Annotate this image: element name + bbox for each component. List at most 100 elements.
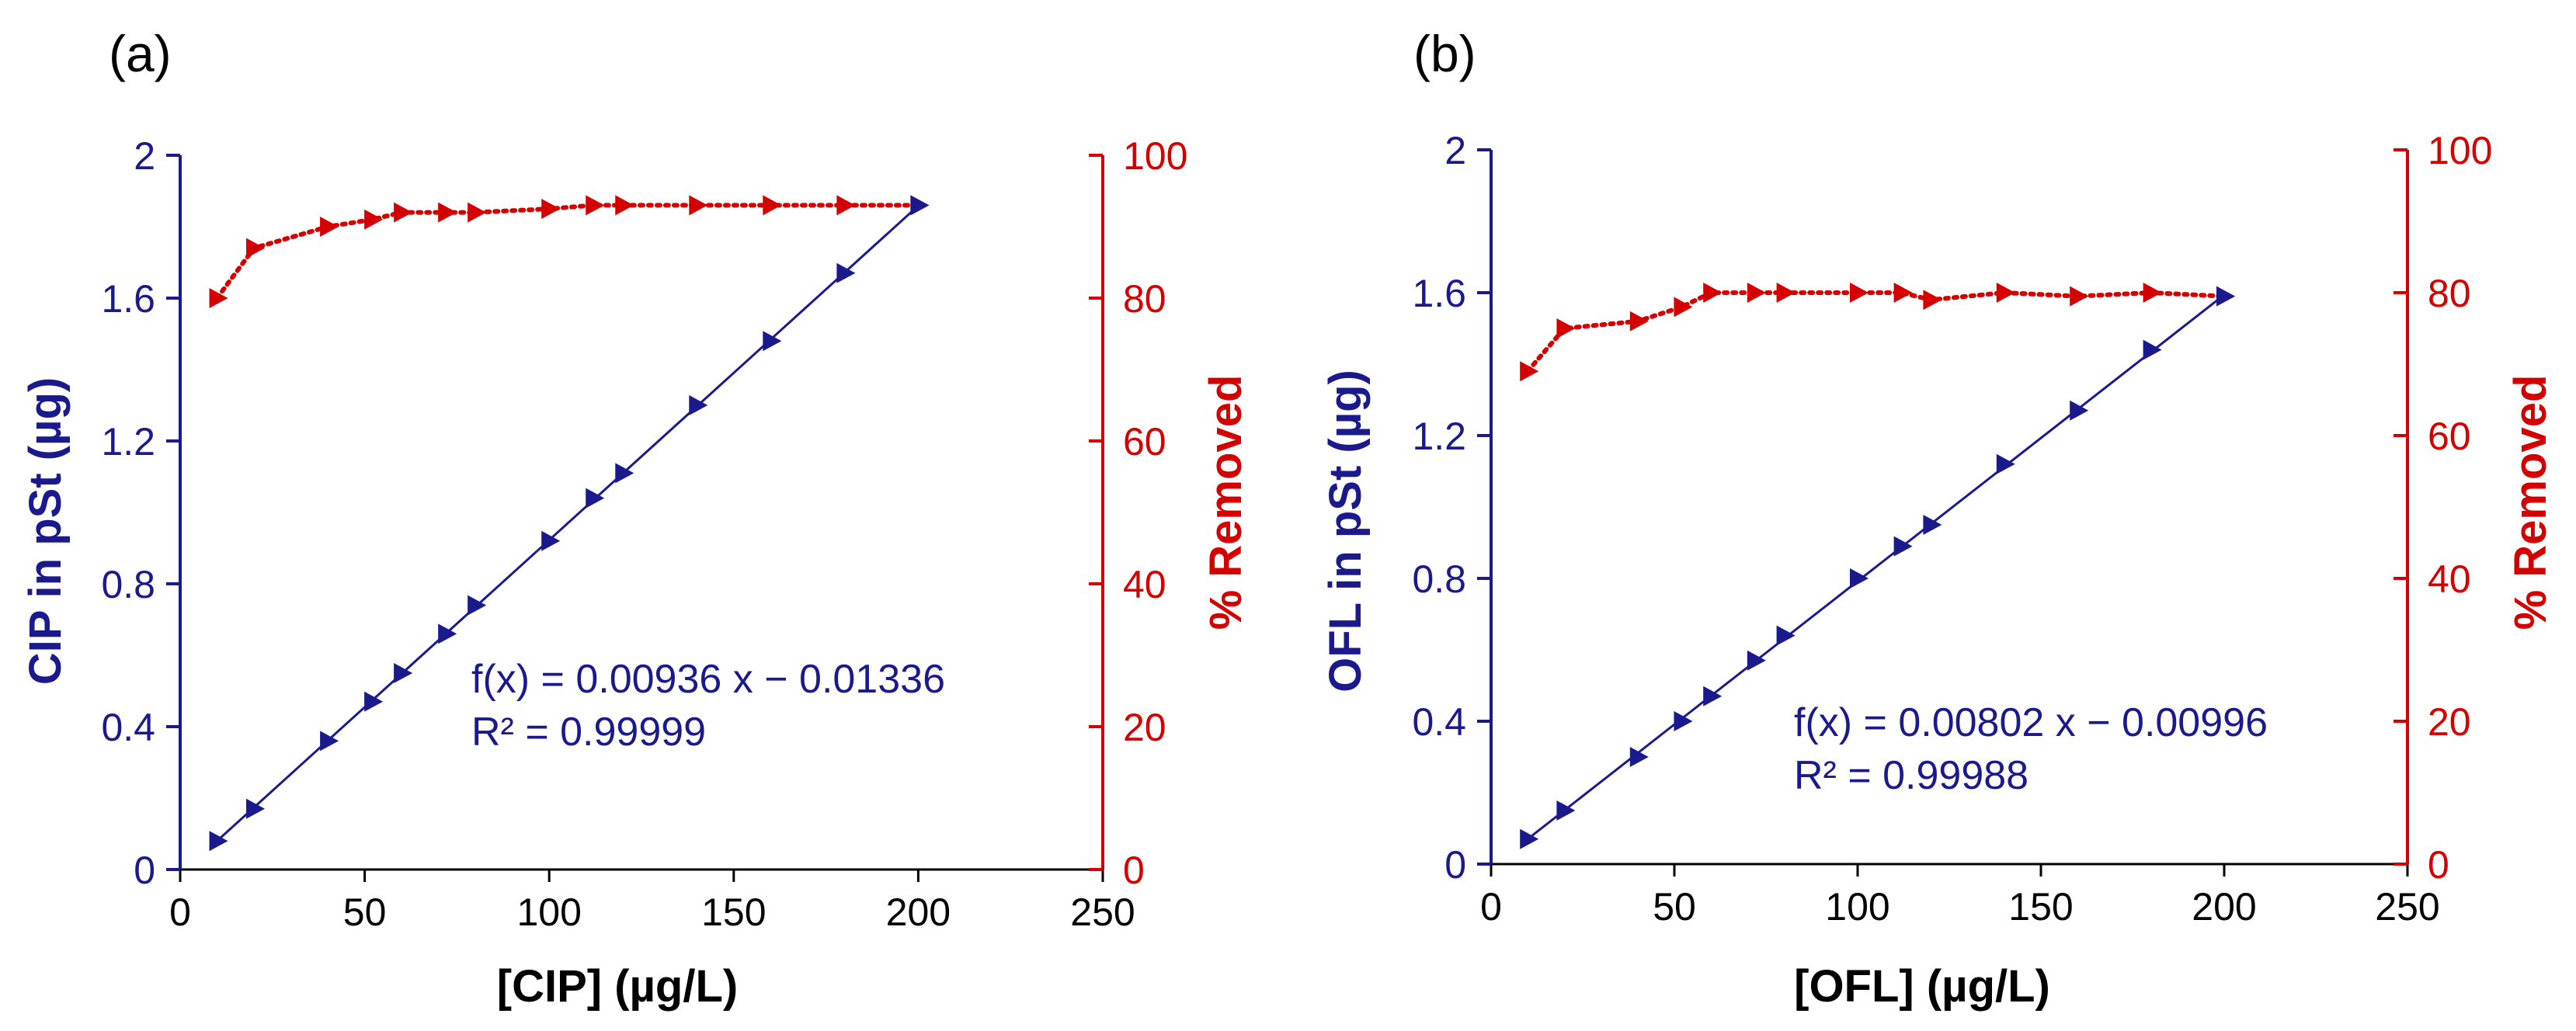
left-tick-label: 0.8 — [1412, 557, 1466, 601]
fit-equation: f(x) = 0.00936 x − 0.01336 — [471, 657, 945, 702]
amount-point — [689, 395, 708, 415]
right-tick-label: 40 — [1123, 563, 1166, 606]
amount-point — [2070, 400, 2089, 421]
panel-b: (b) 0 50 100 150 200 25000.40.81.21.620204060… — [1320, 25, 2556, 1012]
right-tick-label: 100 — [1123, 134, 1187, 178]
removed-point — [320, 217, 339, 237]
left-tick-label: 0.4 — [1412, 700, 1466, 744]
r-squared: R² = 0.99988 — [1794, 753, 2028, 798]
removed-point — [541, 199, 561, 219]
right-tick-label: 0 — [1123, 849, 1145, 892]
left-tick-label: 0 — [134, 849, 155, 892]
x-tick-label: 100 — [516, 890, 581, 934]
amount-point — [1923, 515, 1942, 535]
x-axis-title: [CIP] (µg/L) — [497, 961, 738, 1012]
removed-point — [1674, 297, 1693, 318]
amount-point — [1996, 453, 2015, 474]
right-tick-label: 100 — [2428, 129, 2492, 172]
x-tick-label: 150 — [701, 890, 766, 934]
removed-point — [1520, 361, 1539, 382]
removed-point — [468, 202, 487, 223]
amount-point — [1556, 800, 1576, 821]
removed-point — [1747, 283, 1766, 303]
x-tick-label: 250 — [2375, 885, 2439, 929]
panel-a: (a) 0 50 100 150 200 25000.40.81.21.620204060… — [20, 25, 1251, 1012]
right-tick-label: 80 — [2428, 272, 2471, 315]
x-tick-label: 100 — [1825, 885, 1889, 929]
amount-point — [1850, 568, 1869, 588]
removed-point — [763, 195, 782, 216]
removed-point — [1996, 283, 2015, 303]
removed-point — [586, 195, 605, 216]
removed-point — [1703, 283, 1723, 303]
right-axis-title: % Removed — [1201, 375, 1251, 630]
removed-point — [1893, 283, 1913, 303]
panel-label: (a) — [109, 25, 172, 82]
amount-point — [836, 262, 856, 283]
removed-point — [364, 209, 384, 230]
x-tick-label: 0 — [1480, 885, 1502, 929]
x-tick-label: 250 — [1070, 890, 1135, 934]
left-tick-label: 2 — [134, 134, 155, 178]
amount-point — [2143, 339, 2162, 360]
x-tick-label: 200 — [886, 890, 951, 934]
right-tick-label: 40 — [2428, 557, 2471, 601]
removed-point — [1629, 311, 1649, 332]
right-tick-label: 0 — [2428, 843, 2449, 887]
amount-point — [1629, 747, 1649, 767]
r-squared: R² = 0.99999 — [471, 710, 706, 755]
removed-point — [1556, 318, 1576, 338]
amount-point — [438, 623, 457, 644]
x-axis-title: [OFL] (µg/L) — [1794, 961, 2050, 1012]
panel-label: (b) — [1413, 25, 1476, 82]
removed-point — [1923, 290, 1942, 311]
x-tick-label: 50 — [1653, 885, 1696, 929]
x-tick-label: 0 — [169, 890, 191, 934]
removed-point — [1776, 283, 1796, 303]
left-axis-title: CIP in pSt (µg) — [20, 377, 71, 685]
removed-point — [615, 195, 634, 216]
amount-point — [615, 463, 634, 484]
x-tick-label: 200 — [2192, 885, 2256, 929]
fit-equation: f(x) = 0.00802 x − 0.00996 — [1794, 700, 2268, 745]
left-tick-label: 1.6 — [101, 277, 155, 321]
amount-point — [1674, 711, 1693, 731]
x-tick-label: 50 — [343, 890, 387, 934]
amount-point — [320, 731, 339, 752]
amount-point — [1520, 828, 1539, 849]
amount-point — [246, 798, 266, 819]
right-axis-title: % Removed — [2505, 375, 2556, 630]
amount-point — [541, 530, 561, 551]
left-tick-label: 1.6 — [1412, 272, 1466, 315]
left-tick-label: 1.2 — [1412, 415, 1466, 458]
right-tick-label: 60 — [1123, 420, 1166, 463]
removed-point — [246, 238, 266, 259]
removed-point — [394, 202, 413, 223]
fit-line — [1527, 293, 2225, 840]
x-tick-label: 150 — [2008, 885, 2073, 929]
removed-point — [1850, 283, 1869, 303]
left-axis-title: OFL in pSt (µg) — [1320, 370, 1371, 693]
removed-series-line — [1525, 290, 2227, 374]
right-tick-label: 60 — [2428, 415, 2471, 458]
plot-area: 0 50 100 150 200 25000.40.81.21.6202040608010… — [101, 134, 1187, 934]
amount-point — [394, 663, 413, 683]
left-tick-label: 0.8 — [101, 563, 155, 606]
right-tick-label: 20 — [1123, 706, 1166, 749]
removed-point — [209, 288, 228, 308]
amount-point — [1893, 536, 1913, 557]
amount-point — [910, 195, 930, 216]
right-tick-label: 20 — [2428, 700, 2471, 744]
plot-area: 0 50 100 150 200 25000.40.81.21.6202040608010… — [1412, 129, 2492, 929]
amount-point — [1776, 625, 1796, 646]
amount-point — [1747, 650, 1766, 671]
fit-line — [216, 204, 920, 842]
removed-point — [2143, 283, 2162, 303]
left-tick-label: 2 — [1444, 129, 1466, 172]
removed-point — [2070, 286, 2089, 307]
left-tick-label: 1.2 — [101, 420, 155, 463]
amount-point — [763, 331, 782, 352]
amount-point — [364, 691, 384, 712]
amount-point — [1703, 686, 1723, 706]
